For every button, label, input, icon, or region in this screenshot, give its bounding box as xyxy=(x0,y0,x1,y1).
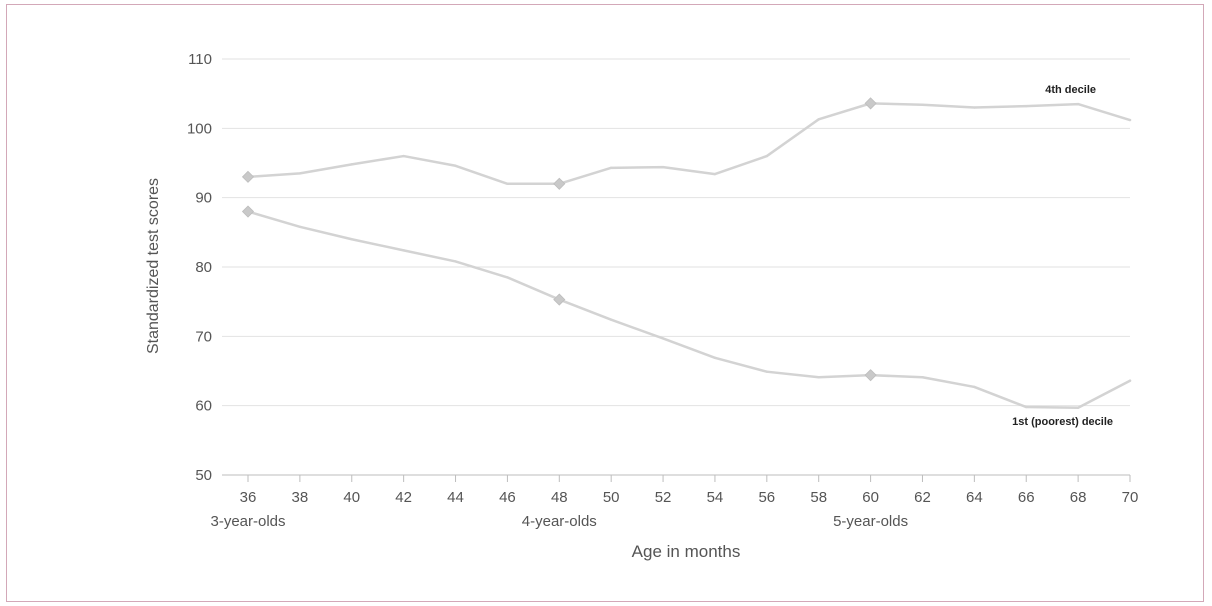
y-axis-label: Standardized test scores xyxy=(145,178,162,354)
data-point-s1-50 xyxy=(609,166,613,170)
data-point-s1-52 xyxy=(661,165,665,169)
data-point-s1-62 xyxy=(921,103,924,106)
data-point-s2-54 xyxy=(713,356,717,360)
x-tick-label-50: 50 xyxy=(603,489,620,506)
data-point-s2-46 xyxy=(506,276,509,279)
x-tick-label-44: 44 xyxy=(447,489,464,506)
series-line-1 xyxy=(246,102,1132,186)
x-tick-label-66: 66 xyxy=(1018,489,1035,506)
data-point-s1-54 xyxy=(713,172,717,176)
x-tick-label-58: 58 xyxy=(810,489,827,506)
marker-s1-48 xyxy=(553,177,566,190)
marker-s2-36 xyxy=(241,205,255,218)
data-point-s2-62 xyxy=(921,376,924,379)
data-point-s2-58 xyxy=(817,376,820,379)
marker-s1-60 xyxy=(864,97,877,110)
x-tick-label-40: 40 xyxy=(343,489,360,506)
x-tick-label-36: 36 xyxy=(240,489,257,506)
axes xyxy=(222,474,1131,482)
data-point-s1-68 xyxy=(1076,102,1080,106)
x-tick-label-64: 64 xyxy=(966,489,983,506)
y-tick-label-70: 70 xyxy=(195,328,212,345)
y-tick-label-90: 90 xyxy=(195,190,212,207)
data-point-s2-50 xyxy=(609,318,613,321)
series-line-2 xyxy=(246,210,1132,409)
x-tick-label-60: 60 xyxy=(862,489,879,506)
data-point-s2-40 xyxy=(350,238,353,241)
y-tick-label-50: 50 xyxy=(195,467,212,484)
series-label-4th-decile: 4th decile xyxy=(1045,84,1096,96)
data-point-s1-66 xyxy=(1025,104,1028,108)
x-tick-label-52: 52 xyxy=(655,489,672,506)
data-point-s1-58 xyxy=(817,118,820,121)
x-axis-label: Age in months xyxy=(632,542,741,561)
data-point-s1-42 xyxy=(402,154,405,158)
y-tick-label-80: 80 xyxy=(195,259,212,276)
y-tick-label-100: 100 xyxy=(187,120,212,137)
labels: 50 60 70 80 90 100 110 36 38 40 42 44 46 48 50 52 54 56 58… xyxy=(187,51,1138,530)
data-point-s2-42 xyxy=(402,249,405,252)
data-point-s2-56 xyxy=(765,370,769,373)
data-point-s1-70 xyxy=(1128,118,1132,122)
data-point-s2-70 xyxy=(1128,379,1132,382)
data-point-s1-40 xyxy=(350,163,353,166)
marker-s2-60 xyxy=(864,369,877,382)
data-point-s2-66 xyxy=(1025,405,1028,409)
data-point-s1-44 xyxy=(454,164,457,167)
gridlines xyxy=(222,58,1130,407)
chart-frame xyxy=(6,4,1204,602)
data-point-s2-64 xyxy=(973,385,976,389)
x-tick-label-42: 42 xyxy=(395,489,412,506)
marker-s2-48 xyxy=(553,293,566,306)
series-label-1st-decile: 1st (poorest) decile xyxy=(1012,416,1113,428)
group-label-3-year-olds: 3-year-olds xyxy=(210,513,285,530)
y-tick-label-110: 110 xyxy=(188,51,212,68)
x-tick-label-48: 48 xyxy=(551,489,568,506)
series-lines xyxy=(241,97,1132,409)
x-tick-label-38: 38 xyxy=(292,489,309,506)
data-point-s2-38 xyxy=(298,225,302,228)
data-point-s2-44 xyxy=(454,260,457,263)
x-tick-label-62: 62 xyxy=(914,489,931,506)
y-tick-label-60: 60 xyxy=(195,398,212,415)
x-tick-label-56: 56 xyxy=(758,489,775,506)
data-point-s1-64 xyxy=(973,106,976,109)
data-point-s1-38 xyxy=(298,172,302,175)
data-point-s2-68 xyxy=(1076,406,1080,409)
x-tick-label-70: 70 xyxy=(1122,489,1139,506)
x-tick-label-54: 54 xyxy=(707,489,724,506)
group-label-5-year-olds: 5-year-olds xyxy=(833,513,908,530)
x-tick-label-68: 68 xyxy=(1070,489,1087,506)
marker-s1-36 xyxy=(241,170,255,183)
data-point-s1-56 xyxy=(765,154,769,158)
data-point-s1-46 xyxy=(506,182,509,185)
group-label-4-year-olds: 4-year-olds xyxy=(522,513,597,530)
data-point-s2-52 xyxy=(661,337,665,340)
x-tick-label-46: 46 xyxy=(499,489,516,506)
